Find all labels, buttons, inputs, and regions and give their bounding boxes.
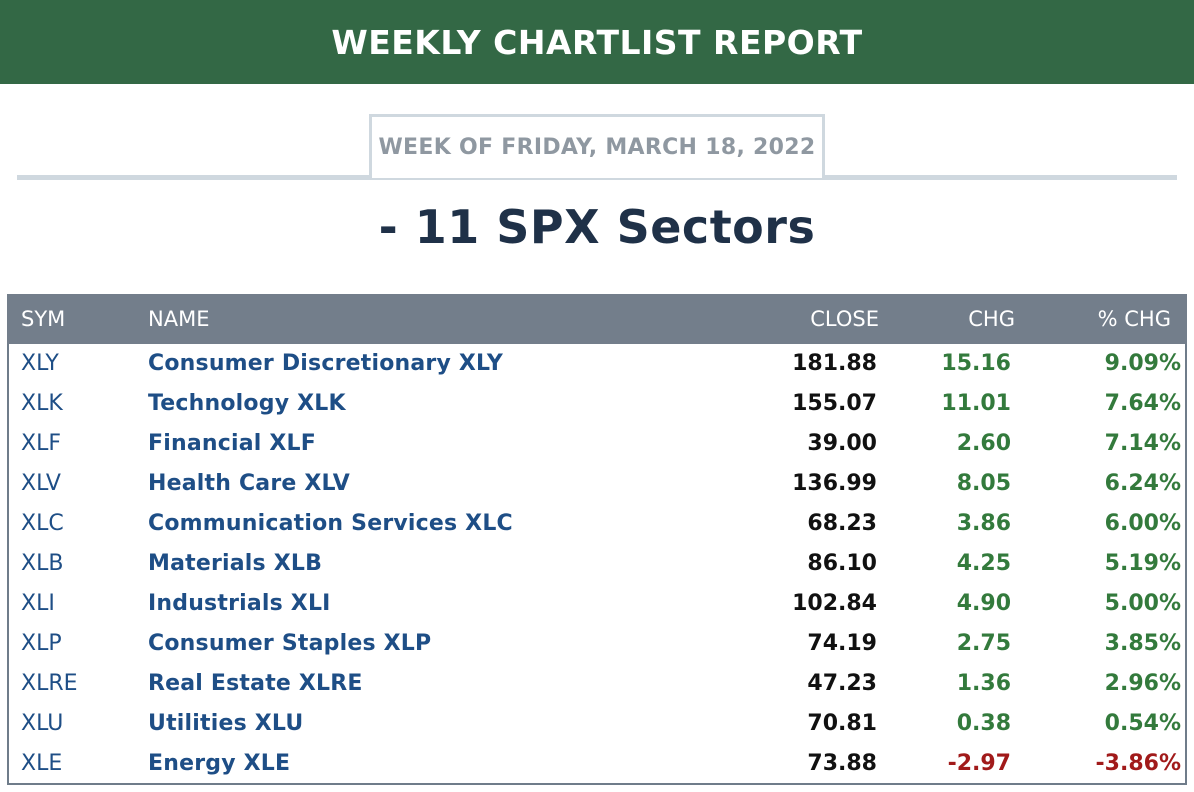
- sector-name-link[interactable]: Consumer Staples XLP: [148, 631, 432, 656]
- change-value: 2.60: [956, 431, 1011, 456]
- close-value: 74.19: [807, 631, 877, 656]
- percent-change-value: -3.86%: [1095, 751, 1181, 776]
- table-row[interactable]: XLE Energy XLE 73.88 -2.97 -3.86%: [7, 744, 1187, 784]
- symbol-link[interactable]: XLP: [21, 631, 62, 656]
- symbol-link[interactable]: XLB: [21, 551, 64, 576]
- close-value: 73.88: [807, 751, 877, 776]
- sector-name-link[interactable]: Health Care XLV: [148, 471, 350, 496]
- symbol-link[interactable]: XLV: [21, 471, 61, 496]
- sector-name-link[interactable]: Communication Services XLC: [148, 511, 513, 536]
- table-row[interactable]: XLI Industrials XLI 102.84 4.90 5.00%: [7, 584, 1187, 624]
- column-header-name[interactable]: NAME: [148, 307, 210, 331]
- close-value: 70.81: [807, 711, 877, 736]
- table-row[interactable]: XLP Consumer Staples XLP 74.19 2.75 3.85%: [7, 624, 1187, 664]
- column-header-pct-chg[interactable]: % CHG: [1097, 307, 1171, 331]
- symbol-link[interactable]: XLF: [21, 431, 61, 456]
- percent-change-value: 9.09%: [1104, 351, 1181, 376]
- sector-name-link[interactable]: Real Estate XLRE: [148, 671, 363, 696]
- sector-name-link[interactable]: Industrials XLI: [148, 591, 331, 616]
- table-row[interactable]: XLF Financial XLF 39.00 2.60 7.14%: [7, 424, 1187, 464]
- symbol-link[interactable]: XLRE: [21, 671, 78, 696]
- symbol-link[interactable]: XLY: [21, 351, 59, 376]
- table-row[interactable]: XLU Utilities XLU 70.81 0.38 0.54%: [7, 704, 1187, 744]
- column-header-sym[interactable]: SYM: [21, 307, 66, 331]
- report-title: WEEKLY CHARTLIST REPORT: [331, 22, 863, 62]
- sector-name-link[interactable]: Technology XLK: [148, 391, 346, 416]
- close-value: 39.00: [807, 431, 877, 456]
- table-row[interactable]: XLK Technology XLK 155.07 11.01 7.64%: [7, 384, 1187, 424]
- table-header: SYM NAME CLOSE CHG % CHG: [7, 294, 1187, 344]
- table-row[interactable]: XLV Health Care XLV 136.99 8.05 6.24%: [7, 464, 1187, 504]
- change-value: -2.97: [947, 751, 1011, 776]
- symbol-link[interactable]: XLE: [21, 751, 63, 776]
- close-value: 181.88: [792, 351, 877, 376]
- column-header-chg[interactable]: CHG: [968, 307, 1015, 331]
- sector-table: SYM NAME CLOSE CHG % CHG XLY Consumer Dis…: [7, 294, 1187, 785]
- table-row[interactable]: XLB Materials XLB 86.10 4.25 5.19%: [7, 544, 1187, 584]
- change-value: 15.16: [941, 351, 1011, 376]
- percent-change-value: 5.00%: [1104, 591, 1181, 616]
- percent-change-value: 6.24%: [1104, 471, 1181, 496]
- column-header-close[interactable]: CLOSE: [810, 307, 879, 331]
- change-value: 1.36: [956, 671, 1011, 696]
- sector-name-link[interactable]: Materials XLB: [148, 551, 323, 576]
- week-label: WEEK OF FRIDAY, MARCH 18, 2022: [378, 135, 816, 160]
- close-value: 68.23: [807, 511, 877, 536]
- symbol-link[interactable]: XLC: [21, 511, 64, 536]
- close-value: 86.10: [807, 551, 877, 576]
- sector-name-link[interactable]: Utilities XLU: [148, 711, 304, 736]
- week-tab: WEEK OF FRIDAY, MARCH 18, 2022: [369, 114, 825, 178]
- change-value: 0.38: [956, 711, 1011, 736]
- table-row[interactable]: XLRE Real Estate XLRE 47.23 1.36 2.96%: [7, 664, 1187, 704]
- change-value: 2.75: [956, 631, 1011, 656]
- sector-name-link[interactable]: Consumer Discretionary XLY: [148, 351, 503, 376]
- change-value: 3.86: [956, 511, 1011, 536]
- percent-change-value: 7.64%: [1104, 391, 1181, 416]
- close-value: 102.84: [792, 591, 877, 616]
- percent-change-value: 7.14%: [1104, 431, 1181, 456]
- report-banner: WEEKLY CHARTLIST REPORT: [0, 0, 1194, 84]
- change-value: 8.05: [956, 471, 1011, 496]
- change-value: 4.90: [956, 591, 1011, 616]
- change-value: 11.01: [941, 391, 1011, 416]
- sector-name-link[interactable]: Financial XLF: [148, 431, 316, 456]
- percent-change-value: 6.00%: [1104, 511, 1181, 536]
- close-value: 136.99: [792, 471, 877, 496]
- symbol-link[interactable]: XLU: [21, 711, 64, 736]
- percent-change-value: 0.54%: [1104, 711, 1181, 736]
- close-value: 47.23: [807, 671, 877, 696]
- percent-change-value: 3.85%: [1104, 631, 1181, 656]
- table-row[interactable]: XLY Consumer Discretionary XLY 181.88 15.16…: [7, 344, 1187, 384]
- change-value: 4.25: [956, 551, 1011, 576]
- symbol-link[interactable]: XLK: [21, 391, 63, 416]
- sector-name-link[interactable]: Energy XLE: [148, 751, 291, 776]
- percent-change-value: 2.96%: [1104, 671, 1181, 696]
- percent-change-value: 5.19%: [1104, 551, 1181, 576]
- close-value: 155.07: [792, 391, 877, 416]
- symbol-link[interactable]: XLI: [21, 591, 55, 616]
- section-title: - 11 SPX Sectors: [378, 200, 816, 254]
- table-row[interactable]: XLC Communication Services XLC 68.23 3.86 6.…: [7, 504, 1187, 544]
